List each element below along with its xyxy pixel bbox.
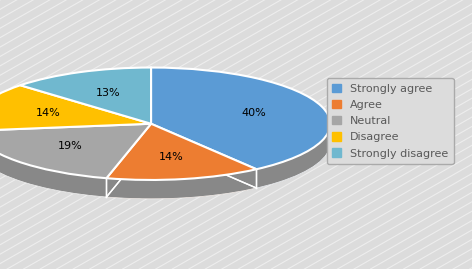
Polygon shape: [0, 131, 106, 197]
Text: 19%: 19%: [58, 141, 83, 151]
Wedge shape: [151, 68, 330, 169]
Text: 14%: 14%: [36, 108, 61, 118]
Text: 14%: 14%: [159, 152, 184, 162]
Wedge shape: [0, 85, 151, 131]
Legend: Strongly agree, Agree, Neutral, Disagree, Strongly disagree: Strongly agree, Agree, Neutral, Disagree…: [327, 78, 454, 164]
Ellipse shape: [0, 86, 330, 199]
Polygon shape: [106, 169, 256, 199]
Text: 13%: 13%: [96, 88, 121, 98]
Wedge shape: [106, 124, 256, 180]
Wedge shape: [20, 68, 151, 124]
Wedge shape: [0, 124, 151, 178]
Text: 40%: 40%: [241, 108, 266, 118]
Polygon shape: [256, 124, 330, 188]
